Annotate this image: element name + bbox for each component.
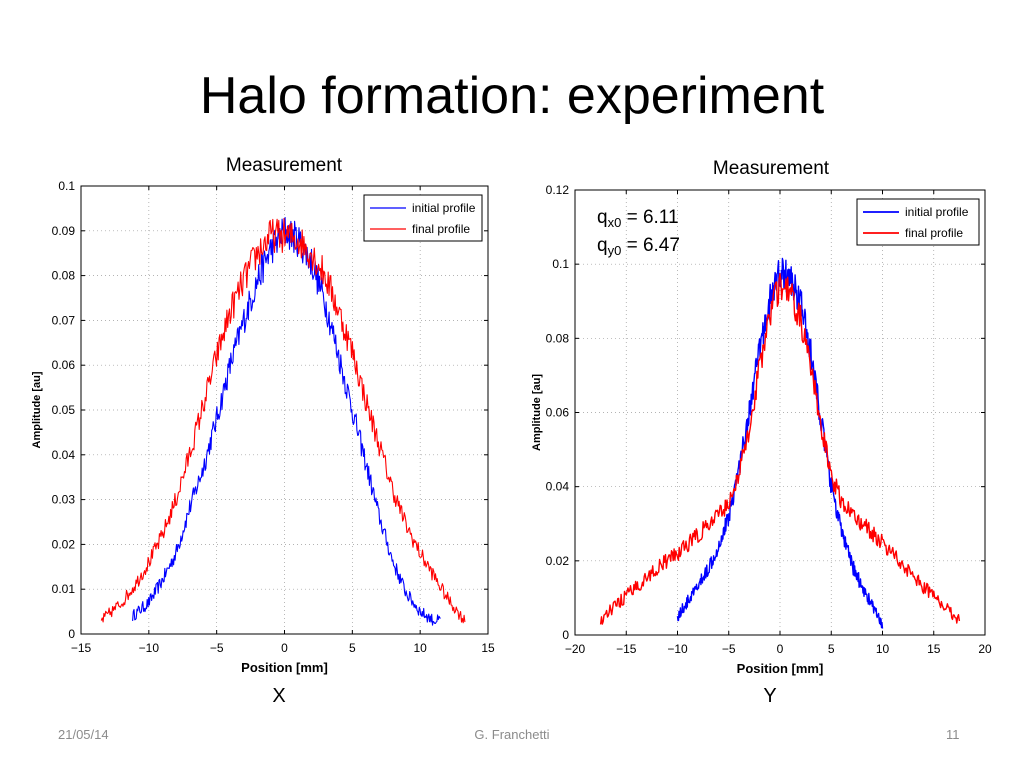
- chart-x-grid: [81, 186, 488, 634]
- chart-y-annotation: qy0 = 6.47: [597, 235, 680, 258]
- chart-x-ytick-label: 0: [68, 627, 75, 641]
- chart-x-xtick-label: 0: [281, 641, 288, 655]
- footer-author: G. Franchetti: [474, 727, 550, 742]
- chart-y-xtick-label: 5: [828, 642, 835, 656]
- chart-y-legend-label: final profile: [905, 226, 963, 240]
- chart-x-xtick-label: −5: [210, 641, 224, 655]
- chart-y-annotation: qx0 = 6.11: [597, 207, 679, 230]
- chart-x-lines: [100, 216, 466, 626]
- chart-x-ytick-label: 0.06: [52, 358, 76, 372]
- chart-x-ylabel: Amplitude [au]: [31, 371, 43, 448]
- chart-y-xtick-label: 10: [876, 642, 890, 656]
- footer-date: 21/05/14: [58, 727, 109, 742]
- chart-x: −15 −10 −5 0 5 10 15 0 0.01 0.02 0.03 0.04 0.05 0.06 0…: [31, 179, 495, 675]
- chart-y-ytick-label: 0.02: [546, 554, 570, 568]
- chart-y-xlabel: Position [mm]: [737, 661, 824, 676]
- chart-x-xtick-label: 5: [349, 641, 356, 655]
- chart-x-xtick-label: 10: [413, 641, 427, 655]
- chart-x-xtick-label: 15: [481, 641, 495, 655]
- chart-x-xlabel: Position [mm]: [241, 660, 328, 675]
- chart-x-series-initial: [132, 216, 441, 626]
- chart-x-ytick-label: 0.08: [52, 269, 76, 283]
- chart-y-ytick-label: 0.12: [546, 183, 570, 197]
- chart-x-caption: Measurement: [225, 155, 343, 176]
- slide-title: Halo formation: experiment: [199, 67, 825, 125]
- chart-x-ytick-label: 0.03: [52, 493, 76, 507]
- chart-y-series-final: [599, 272, 961, 625]
- chart-y-ytick-label: 0.1: [552, 257, 569, 271]
- chart-y: −20 −15 −10 −5 0 5 10 15 20 0 0.02 0.04 0.06 0.08 0.1 0…: [531, 183, 992, 676]
- chart-x-series-final: [100, 217, 466, 624]
- chart-x-legend: initial profile final profile: [363, 194, 483, 242]
- chart-x-ytick-label: 0.05: [52, 403, 76, 417]
- chart-y-legend-label: initial profile: [905, 205, 969, 219]
- chart-y-lines: [599, 257, 961, 629]
- chart-y-caption: Measurement: [712, 158, 830, 179]
- chart-y-ytick-label: 0: [562, 628, 569, 642]
- chart-y-legend: initial profile final profile: [856, 198, 980, 246]
- chart-x-ytick-label: 0.07: [52, 313, 76, 327]
- chart-x-ytick-label: 0.04: [52, 448, 76, 462]
- chart-y-ytick-label: 0.06: [546, 406, 570, 420]
- chart-y-ytick-label: 0.04: [546, 480, 570, 494]
- panel-label-y: Y: [763, 685, 777, 707]
- chart-y-xtick-label: −20: [565, 642, 586, 656]
- chart-y-annotations: qx0 = 6.11 qy0 = 6.47: [597, 207, 680, 258]
- chart-x-ytick-label: 0.09: [52, 224, 76, 238]
- chart-y-ticks: −20 −15 −10 −5 0 5 10 15 20 0 0.02 0.04 0.06 0.08 0.1 0…: [546, 183, 992, 656]
- chart-y-ytick-label: 0.08: [546, 331, 570, 345]
- panel-label-x: X: [272, 685, 286, 707]
- chart-x-ytick-label: 0.01: [52, 582, 76, 596]
- chart-y-xtick-label: 0: [777, 642, 784, 656]
- chart-x-xtick-label: −10: [139, 641, 160, 655]
- chart-y-legend-box: [856, 198, 980, 246]
- chart-y-ylabel: Amplitude [au]: [531, 374, 543, 451]
- chart-y-xtick-label: 15: [927, 642, 941, 656]
- chart-y-grid: [575, 190, 985, 635]
- chart-x-ytick-label: 0.1: [58, 179, 75, 193]
- chart-x-legend-label: final profile: [412, 222, 470, 236]
- chart-x-ticks: −15 −10 −5 0 5 10 15 0 0.01 0.02 0.03 0.04 0.05 0.06 0…: [52, 179, 495, 655]
- chart-x-ytick-label: 0.02: [52, 537, 76, 551]
- chart-y-xtick-label: 20: [978, 642, 992, 656]
- chart-y-xtick-label: −5: [722, 642, 736, 656]
- chart-x-legend-box: [363, 194, 483, 242]
- chart-y-xtick-label: −10: [667, 642, 688, 656]
- chart-x-xtick-label: −15: [71, 641, 92, 655]
- footer-page-number: 11: [946, 727, 960, 742]
- chart-x-legend-label: initial profile: [412, 201, 476, 215]
- chart-y-xtick-label: −15: [616, 642, 637, 656]
